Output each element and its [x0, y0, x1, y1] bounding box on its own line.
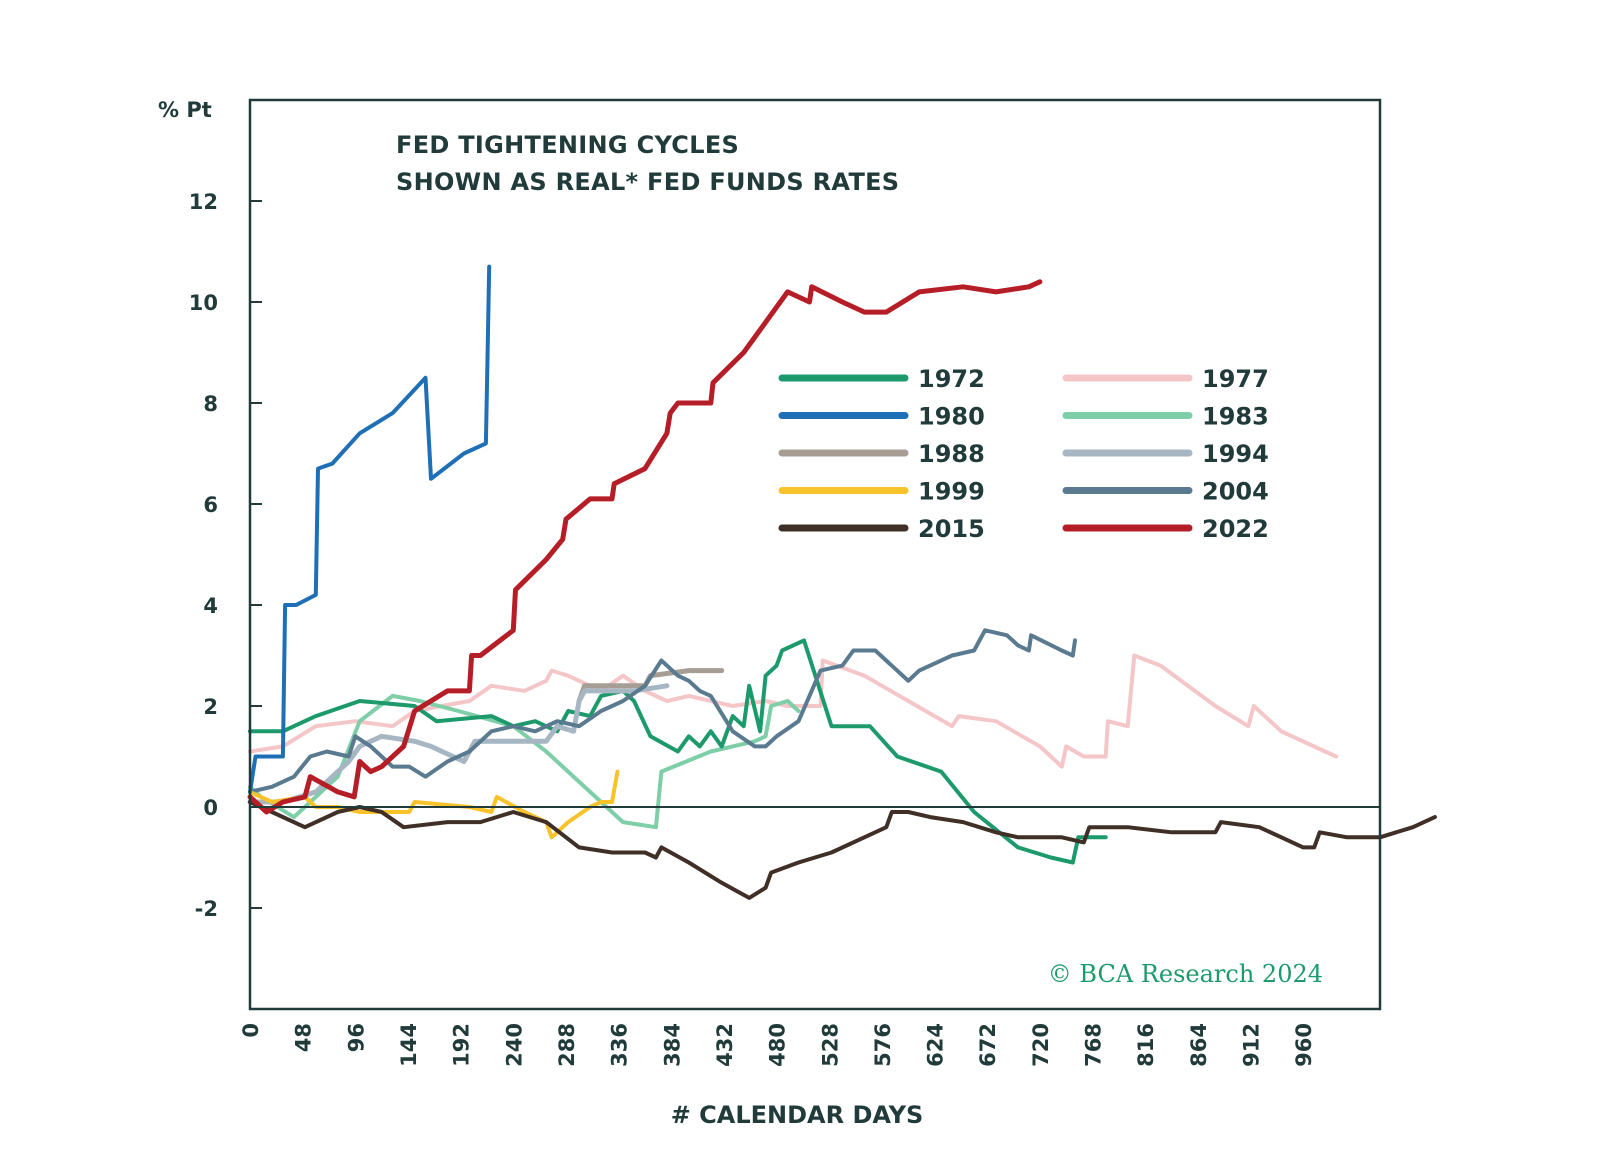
ticks: -2 0 2 4 6 8 10 12 0 48 96 144 192 240 288 336 384 432 480…: [189, 190, 1316, 1067]
y-tick-label: 4: [203, 594, 218, 618]
legend-label-2004: 2004: [1202, 478, 1269, 506]
y-tick-label: 0: [203, 796, 218, 820]
x-tick-label: 864: [1187, 1023, 1211, 1067]
y-tick-label: 8: [203, 392, 218, 416]
x-tick-label: 720: [1029, 1023, 1053, 1067]
series-line-2022: [247, 279, 1043, 815]
x-tick-label: 912: [1240, 1023, 1264, 1067]
x-axis-label: # CALENDAR DAYS: [671, 1101, 924, 1129]
legend-label-1977: 1977: [1202, 365, 1269, 393]
x-tick-label: 384: [660, 1023, 684, 1067]
legend-label-2022: 2022: [1202, 515, 1269, 543]
x-tick-label: 576: [871, 1023, 895, 1067]
legend-label-1980: 1980: [918, 403, 985, 431]
x-tick-label: 672: [976, 1023, 1000, 1067]
series-line-1977: [248, 653, 1339, 769]
series-line-2015: [248, 800, 1437, 900]
x-tick-label: 528: [818, 1023, 842, 1067]
series-line-2004: [248, 628, 1077, 794]
series-line-1983: [248, 693, 801, 830]
x-tick-label: 432: [713, 1023, 737, 1067]
chart-title: FED TIGHTENING CYCLES: [396, 131, 739, 159]
series-line-1972: [248, 638, 1108, 865]
y-tick-label: -2: [195, 897, 218, 921]
y-tick-label: 12: [189, 190, 218, 214]
y-tick-label: 6: [203, 493, 218, 517]
legend-label-1983: 1983: [1202, 403, 1269, 431]
copyright-text: © BCA Research 2024: [1048, 960, 1323, 988]
plot-frame: [248, 98, 1382, 1011]
x-tick-label: 240: [502, 1023, 526, 1067]
x-tick-label: 336: [608, 1023, 632, 1067]
x-tick-label: 192: [450, 1023, 474, 1067]
legend-label-1994: 1994: [1202, 440, 1269, 468]
x-tick-label: 768: [1082, 1023, 1106, 1067]
series-line-1980: [248, 264, 492, 794]
series-lines: [247, 264, 1437, 900]
y-tick-label: 2: [203, 695, 218, 719]
x-tick-label: 960: [1292, 1023, 1316, 1067]
x-tick-label: 144: [397, 1023, 421, 1067]
legend-label-1988: 1988: [918, 440, 985, 468]
x-tick-label: 624: [924, 1023, 948, 1067]
legend: 1972 1980 1988 1999 2015 1977 1983 1994 2004 2022: [778, 365, 1269, 543]
x-tick-label: 0: [239, 1023, 263, 1038]
x-tick-label: 96: [344, 1023, 368, 1052]
axes: [248, 98, 1382, 1011]
y-tick-label: 10: [189, 291, 218, 315]
y-axis-label: % Pt: [158, 98, 212, 122]
x-tick-label: 480: [766, 1023, 790, 1067]
legend-label-1999: 1999: [918, 478, 985, 506]
legend-label-1972: 1972: [918, 365, 985, 393]
x-tick-label: 288: [555, 1023, 579, 1067]
x-tick-label: 816: [1134, 1023, 1158, 1067]
chart-subtitle: SHOWN AS REAL* FED FUNDS RATES: [396, 168, 899, 196]
legend-label-2015: 2015: [918, 515, 985, 543]
x-tick-label: 48: [292, 1023, 316, 1052]
